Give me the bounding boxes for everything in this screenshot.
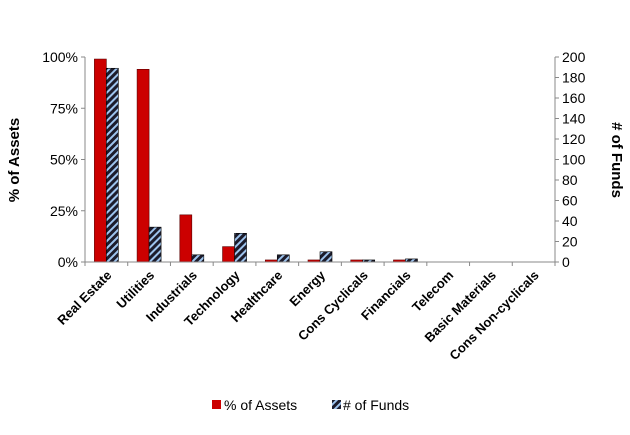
bar-funds-4 (276, 254, 290, 263)
bar-funds-2 (191, 254, 205, 263)
bar-funds-5 (319, 251, 333, 263)
bars-group (94, 58, 418, 263)
right-tick-label-4: 80 (562, 172, 578, 188)
right-tick-label-7: 140 (562, 111, 586, 127)
bar-assets-3 (222, 246, 235, 263)
left-axis-ticks: 0% 25% 50% 75% 100% (42, 49, 85, 270)
legend-swatch-funds (332, 400, 341, 409)
legend-label-funds: # of Funds (343, 397, 409, 413)
bar-assets-2 (179, 214, 193, 263)
right-tick-label-2: 40 (562, 213, 578, 229)
right-tick-label-5: 100 (562, 152, 586, 168)
right-tick-label-10: 200 (562, 49, 586, 65)
legend-label-assets: % of Assets (224, 397, 297, 413)
right-tick-label-8: 160 (562, 90, 586, 106)
legend-swatch-assets (212, 400, 221, 409)
bar-funds-3 (234, 233, 247, 263)
left-axis-title: % of Assets (6, 118, 23, 202)
right-tick-label-1: 20 (562, 234, 578, 250)
category-label-5: Energy (286, 267, 328, 309)
right-axis-ticks: 0 20 40 60 80 100 120 140 160 180 200 (555, 49, 586, 270)
right-tick-label-6: 120 (562, 131, 586, 147)
category-labels: Real EstateUtilitiesIndustrialsTechnolog… (54, 267, 541, 363)
category-label-0: Real Estate (54, 268, 114, 328)
left-tick-label-1: 25% (50, 203, 78, 219)
left-tick-label-4: 100% (42, 49, 78, 65)
bar-assets-0 (94, 58, 107, 263)
right-tick-label-3: 60 (562, 193, 578, 209)
bar-funds-0 (106, 67, 119, 263)
left-tick-label-0: 0% (58, 254, 78, 270)
right-tick-label-0: 0 (562, 254, 570, 270)
right-tick-label-9: 180 (562, 70, 586, 86)
legend: % of Assets # of Funds (212, 397, 409, 413)
bar-assets-1 (136, 69, 150, 263)
x-axis-ticks (84, 262, 556, 266)
left-tick-label-2: 50% (50, 152, 78, 168)
left-tick-label-3: 75% (50, 100, 78, 116)
category-label-1: Utilities (113, 268, 157, 312)
bar-funds-1 (148, 226, 162, 263)
right-axis-title: # of Funds (608, 122, 625, 198)
